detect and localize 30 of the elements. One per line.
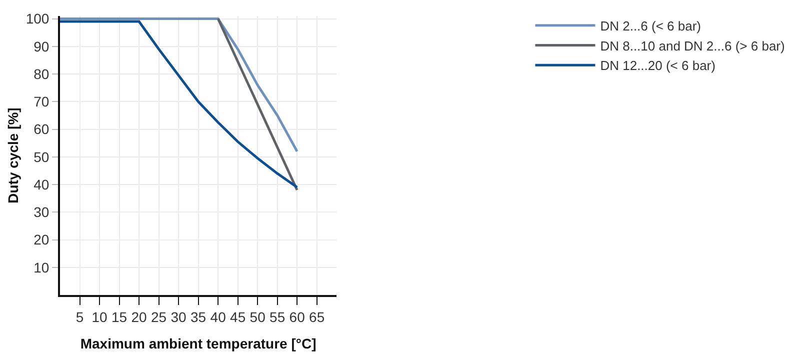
y-tick-label: 60: [34, 121, 50, 138]
line-series: [60, 20, 298, 189]
x-tick-label: 60: [289, 308, 306, 325]
x-tick-label: 25: [151, 308, 167, 325]
y-tick-label: 20: [34, 232, 50, 248]
legend-label: DN 2...6 (< 6 bar): [600, 18, 702, 34]
x-tick-label: 50: [250, 308, 266, 325]
y-tick-label: 50: [34, 148, 50, 165]
x-tick-label: 20: [131, 308, 148, 325]
x-tick-label: 45: [230, 308, 246, 325]
y-tick-label: 10: [34, 259, 50, 276]
y-tick-label: 30: [34, 204, 50, 220]
y-tick-label: 100: [26, 10, 50, 27]
y-axis-title: Duty cycle [%]: [4, 108, 21, 204]
x-axis-title: Maximum ambient temperature [°C]: [80, 336, 316, 352]
x-tick-label: 65: [309, 308, 325, 325]
x-tick-label: 35: [190, 308, 206, 325]
x-tick-label: 40: [210, 308, 226, 325]
y-tick-label: 80: [34, 66, 50, 82]
x-tick-label: 15: [111, 308, 128, 325]
y-tick-label: 90: [34, 38, 50, 54]
x-tick-label: 5: [76, 308, 84, 325]
legend-label: DN 12...20 (< 6 bar): [600, 58, 716, 74]
x-tick-label: 10: [92, 308, 108, 325]
line-series: [60, 18, 298, 153]
y-tick-label: 70: [34, 94, 50, 110]
y-tick-label: 40: [34, 176, 50, 192]
x-tick-label: 55: [270, 308, 286, 325]
x-tick-label: 30: [170, 308, 187, 325]
legend-label: DN 8...10 and DN 2...6 (> 6 bar): [600, 38, 785, 54]
